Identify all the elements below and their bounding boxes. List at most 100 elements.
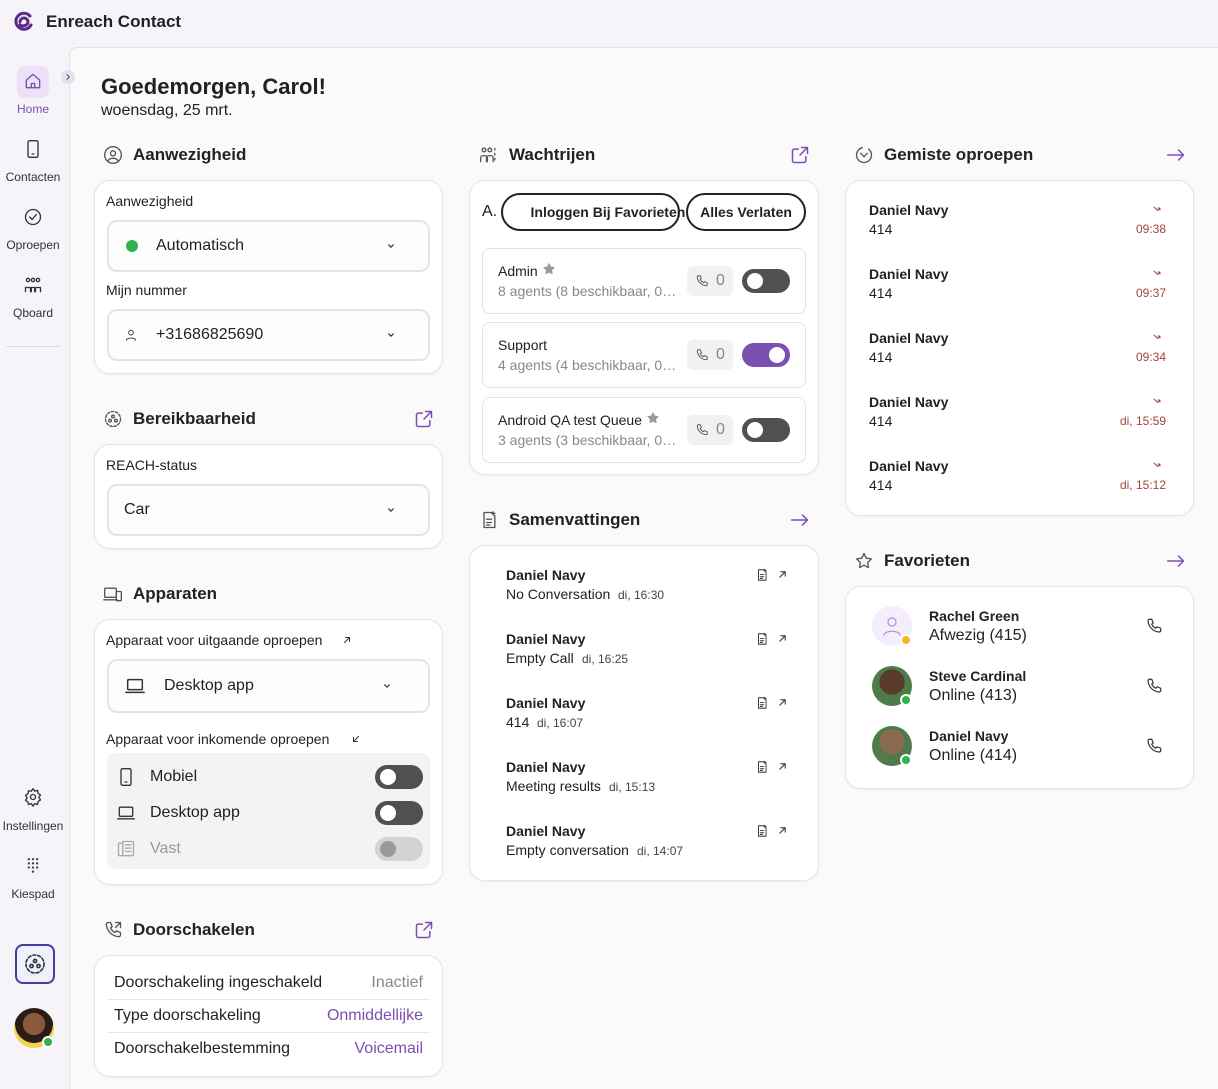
field-label: Apparaat voor uitgaande oproepen	[106, 632, 323, 648]
caller-number: 414	[869, 477, 893, 493]
outgoing-icon	[344, 637, 350, 643]
nav-item[interactable]: Qboard	[12, 306, 54, 320]
toggle[interactable]	[375, 801, 423, 825]
missed-icon-part	[1153, 462, 1161, 467]
see-all[interactable]	[790, 510, 810, 530]
toggle[interactable]	[375, 765, 423, 789]
caller-number: 414	[869, 413, 893, 429]
sidebar-expand[interactable]	[61, 70, 75, 84]
number-select[interactable]	[107, 309, 430, 361]
open-summary-part	[779, 571, 786, 578]
queue-name: Support	[498, 337, 548, 353]
summary-icon-part	[758, 761, 767, 773]
nav-item[interactable]: Instellingen	[2, 819, 64, 833]
phone-icon	[696, 349, 708, 361]
nav-icon-part	[27, 862, 30, 865]
summary-icon-part	[758, 569, 767, 581]
queue-detail: 4 agents (4 beschikbaar, 0…	[498, 357, 677, 373]
nav-item[interactable]: Home	[16, 102, 49, 116]
laptop-icon	[125, 678, 145, 694]
missed-icon-part	[1153, 334, 1161, 339]
open-external[interactable]	[790, 145, 810, 165]
section-icon-part	[855, 146, 873, 164]
presence-select[interactable]	[107, 220, 430, 272]
queue-button-label[interactable]: Alles Verlaten	[700, 204, 792, 220]
call-button[interactable]	[1145, 737, 1163, 755]
missed-icon	[1153, 206, 1161, 211]
section-icon-part	[114, 921, 122, 929]
nav-icon-part	[27, 140, 39, 158]
caller-name: Daniel Navy	[869, 458, 949, 474]
device-icon	[120, 768, 132, 786]
presence-dot	[900, 634, 912, 646]
summary-subject: Empty Call	[506, 650, 574, 666]
reach-button[interactable]	[15, 944, 55, 984]
nav-divider	[6, 346, 60, 347]
greeting-title: Goedemorgen, Carol!	[101, 74, 326, 99]
queue-button[interactable]	[686, 193, 806, 231]
nav-icon	[24, 788, 42, 807]
device-icon	[117, 806, 135, 820]
call-button[interactable]	[1145, 617, 1163, 635]
call-button[interactable]	[1145, 677, 1163, 695]
dropdown-chevron-part	[388, 508, 394, 512]
summary-icon-part	[759, 765, 765, 771]
summary-icon-part	[763, 760, 767, 764]
open-external-part	[799, 146, 809, 156]
summary-icon-part	[759, 701, 765, 707]
section-icon-part	[480, 147, 496, 163]
see-all[interactable]	[1166, 145, 1186, 165]
favorite-star	[543, 263, 555, 275]
missed-icon	[1153, 270, 1161, 275]
summary-icon	[758, 696, 767, 709]
nav-icon-part	[36, 862, 39, 865]
section-icon-part	[108, 418, 113, 423]
toggle-knob[interactable]	[769, 347, 785, 363]
expand-chevron	[66, 74, 70, 80]
dropdown-chevron	[388, 508, 394, 512]
caller-name: Daniel Navy	[869, 266, 949, 282]
outgoing-select[interactable]	[107, 659, 430, 713]
device-icon-part	[120, 768, 132, 786]
toggle[interactable]	[742, 269, 790, 293]
presence-dot	[900, 754, 912, 766]
summary-time: di, 15:13	[609, 780, 656, 794]
queue-button[interactable]	[501, 193, 680, 231]
queue-name: Android QA test Queue	[498, 412, 642, 428]
section-icon-part	[104, 146, 122, 164]
toggle-knob[interactable]	[747, 273, 763, 289]
see-all[interactable]	[1166, 551, 1186, 571]
nav-icon-part	[24, 208, 42, 226]
queue-item	[482, 248, 806, 314]
dropdown-chevron	[384, 684, 390, 688]
summary-time: di, 16:25	[582, 652, 629, 666]
queue-button-label[interactable]: Inloggen Bij Favorieten	[530, 204, 686, 220]
device-icon	[117, 840, 135, 857]
nav-item[interactable]: Oproepen	[6, 238, 60, 252]
open-external-part	[423, 410, 433, 420]
summary-icon-part	[759, 637, 765, 643]
toggle-knob[interactable]	[380, 769, 396, 785]
field-label: Aanwezigheid	[106, 193, 194, 209]
open-external[interactable]	[414, 920, 434, 940]
nav-icon-part	[30, 277, 36, 283]
queue-detail: 8 agents (8 beschikbaar, 0…	[498, 283, 677, 299]
call-button-part	[1147, 738, 1162, 753]
toggle-knob[interactable]	[380, 805, 396, 821]
reach-select[interactable]	[107, 484, 430, 536]
section-icon-part	[481, 147, 487, 153]
section-heading: Aanwezigheid	[133, 145, 247, 164]
toggle[interactable]	[742, 343, 790, 367]
reach-icon-part	[32, 958, 38, 964]
nav-item[interactable]: Kiespad	[11, 887, 55, 901]
toggle[interactable]	[742, 418, 790, 442]
nav-item[interactable]: Contacten	[5, 170, 61, 184]
missed-icon-part	[1153, 398, 1161, 403]
see-all-part	[1166, 149, 1185, 161]
section-heading: Apparaten	[133, 584, 218, 603]
open-external[interactable]	[414, 409, 434, 429]
nav-icon	[25, 73, 41, 89]
missed-icon-part	[1153, 206, 1161, 211]
toggle-knob[interactable]	[747, 422, 763, 438]
section-icon-part	[860, 152, 868, 158]
